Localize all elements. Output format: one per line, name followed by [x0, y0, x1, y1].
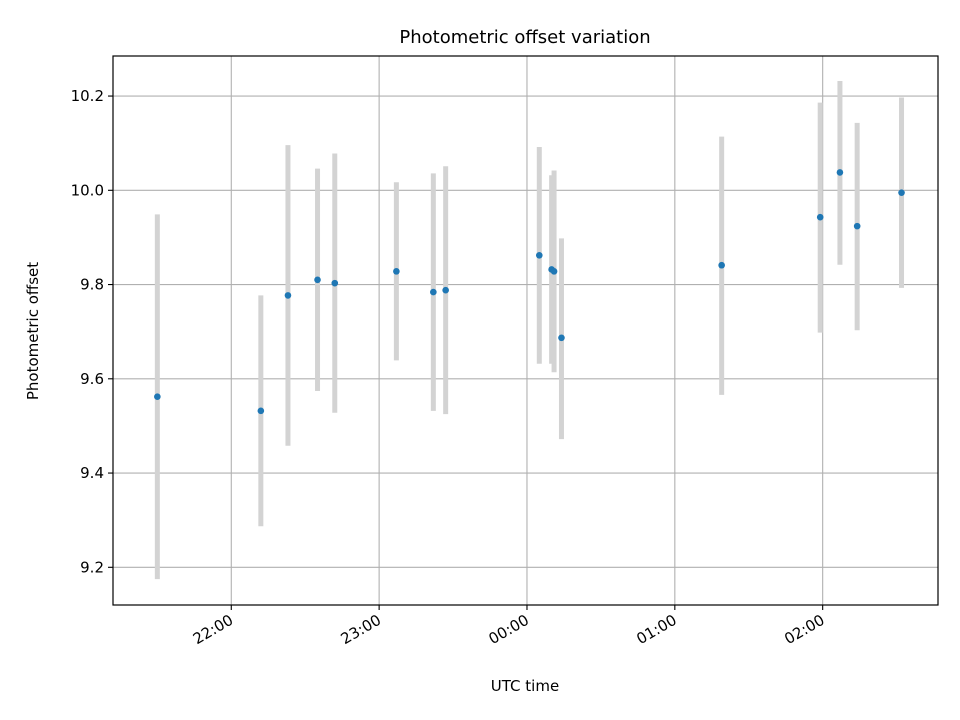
data-point	[393, 268, 400, 275]
y-tick-label: 9.6	[80, 370, 104, 388]
data-point	[718, 261, 725, 269]
data-point	[898, 189, 905, 196]
data-point	[836, 169, 844, 176]
y-tick-label: 10.2	[71, 87, 104, 105]
data-point	[331, 279, 339, 287]
y-tick-label: 9.8	[80, 276, 104, 294]
data-point	[816, 213, 824, 221]
data-point	[853, 222, 861, 230]
data-points	[154, 169, 905, 415]
data-point	[535, 252, 543, 259]
data-point	[314, 276, 321, 284]
chart-title: Photometric offset variation	[399, 27, 650, 48]
grid-lines	[113, 56, 938, 605]
plot-frame	[112, 55, 939, 606]
data-point	[430, 288, 437, 296]
y-tick-label: 10.0	[71, 181, 104, 199]
data-point	[257, 407, 265, 415]
data-point	[442, 286, 449, 294]
data-point	[154, 393, 161, 401]
data-point	[550, 268, 558, 275]
data-point	[558, 334, 565, 342]
y-axis-ticks: 9.2 9.4 9.6 9.8 10.0 10.2	[71, 87, 113, 576]
data-point	[284, 292, 292, 299]
y-axis-label: Photometric offset	[24, 262, 42, 400]
x-axis-label: UTC time	[491, 677, 559, 695]
y-tick-label: 9.2	[80, 558, 104, 576]
y-tick-label: 9.4	[80, 464, 104, 482]
